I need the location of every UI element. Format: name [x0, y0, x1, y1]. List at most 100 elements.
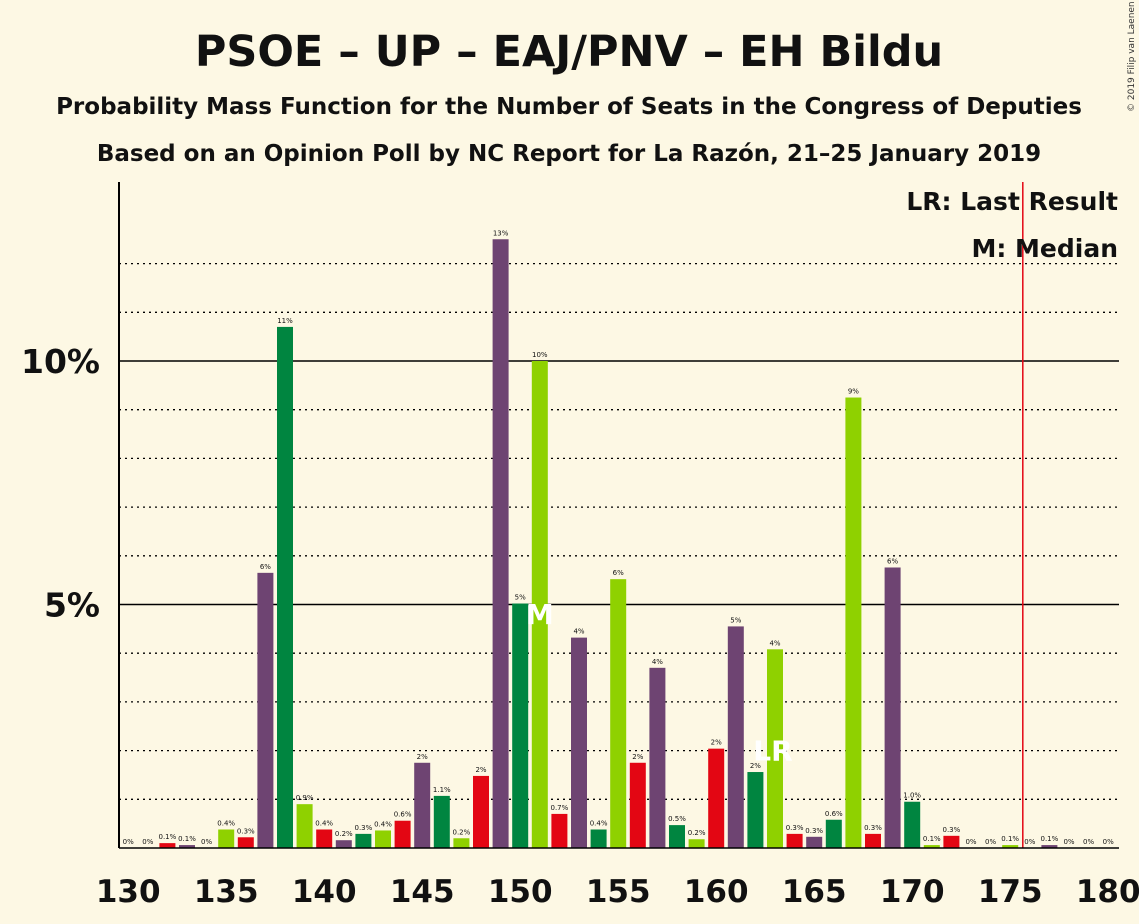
x-tick-label: 140: [292, 874, 357, 910]
bar-seats-142: [355, 833, 372, 848]
bar-seats-146: [433, 795, 450, 848]
bar-value-label: 0%: [123, 838, 134, 846]
bar-value-label: 0.1%: [159, 833, 177, 841]
bar-seats-138: [277, 326, 293, 848]
bar-value-label: 6%: [260, 563, 271, 571]
chart-title: PSOE – UP – EAJ/PNV – EH Bildu: [195, 27, 943, 77]
bar-value-label: 0.2%: [688, 829, 706, 837]
bar-value-label: 0.2%: [335, 830, 353, 838]
bar-value-label: 0.1%: [178, 835, 196, 843]
bar-seats-162: [747, 772, 764, 848]
bar-seats-143: [375, 830, 391, 848]
chart-subtitle-poll: Based on an Opinion Poll by NC Report fo…: [97, 141, 1041, 167]
bar-value-label: 0%: [201, 838, 212, 846]
bar-seats-159: [688, 839, 705, 848]
bar-seats-164: [786, 833, 803, 848]
bar-seats-141: [335, 840, 352, 848]
x-tick-label: 175: [978, 874, 1043, 910]
bar-seats-156: [629, 762, 646, 848]
bar-seats-151: [531, 361, 548, 848]
bar-value-label: 0%: [985, 838, 996, 846]
bar-value-label: 0.4%: [315, 819, 333, 827]
x-axis-ticks: 130 135 140 145 150 155 160 165 170 175 180: [96, 874, 1139, 910]
x-tick-label: 180: [1076, 874, 1139, 910]
bar-value-label: 0.4%: [590, 819, 608, 827]
bar-seats-167: [845, 397, 862, 848]
bars: [159, 239, 1058, 848]
bar-seats-163: [767, 649, 783, 848]
median-marker: M: [526, 598, 554, 631]
x-tick-label: 170: [880, 874, 945, 910]
bar-seats-153: [571, 637, 587, 848]
bar-value-label: 6%: [887, 557, 898, 565]
bar-value-label: 0.6%: [394, 811, 412, 819]
bar-value-label: 0.5%: [668, 815, 686, 823]
bar-seats-165: [806, 836, 823, 848]
bar-seats-135: [218, 829, 235, 848]
bar-value-label: 1.0%: [903, 792, 921, 800]
bar-value-label: 0.7%: [551, 804, 569, 812]
bar-value-label: 2%: [417, 753, 428, 761]
bar-seats-177: [1041, 845, 1058, 848]
bar-seats-158: [669, 825, 685, 848]
bar-value-label: 0%: [1083, 838, 1094, 846]
bar-seats-132: [159, 843, 176, 848]
bar-value-label: 0.3%: [355, 824, 373, 832]
x-tick-label: 135: [194, 874, 259, 910]
bar-seats-136: [237, 837, 254, 848]
bar-seats-161: [727, 626, 744, 848]
y-tick-label: 5%: [44, 586, 100, 625]
x-tick-label: 145: [390, 874, 455, 910]
bar-value-label: 0.3%: [786, 824, 804, 832]
x-tick-label: 165: [782, 874, 847, 910]
bar-value-labels: 0% 0%0.1% 0.1% 0%0.4%0.3%6%11%0.9%0.4%0.2%0…: [123, 229, 1114, 846]
bar-value-label: 0%: [965, 838, 976, 846]
bar-value-label: 0.1%: [1041, 835, 1059, 843]
copyright-notice: © 2019 Filip van Laenen: [1127, 1, 1137, 112]
bar-seats-160: [708, 748, 725, 848]
bar-value-label: 0.4%: [374, 820, 392, 828]
x-tick-label: 160: [684, 874, 749, 910]
last-result-marker: LR: [753, 734, 792, 767]
bar-seats-175: [1002, 845, 1019, 848]
bar-value-label: 4%: [573, 628, 584, 636]
bar-seats-144: [394, 820, 411, 848]
bar-value-label: 0%: [1063, 838, 1074, 846]
bar-seats-140: [316, 829, 333, 848]
bar-seats-170: [904, 801, 921, 848]
bar-seats-137: [257, 572, 274, 848]
bar-value-label: 6%: [613, 569, 624, 577]
legend-median: M: Median: [971, 234, 1118, 263]
bar-seats-148: [473, 775, 489, 848]
bar-value-label: 13%: [493, 229, 509, 237]
bar-seats-155: [610, 579, 627, 848]
bar-value-label: 9%: [848, 388, 859, 396]
bar-value-label: 0%: [1103, 838, 1114, 846]
bar-value-label: 1.1%: [433, 786, 451, 794]
bar-value-label: 4%: [652, 658, 663, 666]
bar-value-label: 0.3%: [237, 827, 255, 835]
bar-value-label: 0.4%: [217, 819, 235, 827]
bar-value-label: 5%: [730, 616, 741, 624]
bar-seats-168: [865, 833, 881, 848]
bar-value-label: 0.1%: [923, 835, 941, 843]
bar-value-label: 5%: [515, 594, 526, 602]
x-tick-label: 150: [488, 874, 553, 910]
bar-seats-133: [179, 845, 195, 848]
bar-value-label: 0.2%: [453, 828, 471, 836]
bar-seats-150: [512, 603, 529, 848]
bar-value-label: 2%: [475, 766, 486, 774]
legend-last-result: LR: Last Result: [906, 187, 1118, 216]
x-tick-label: 130: [96, 874, 161, 910]
chart-subtitle: Probability Mass Function for the Number…: [56, 94, 1082, 120]
bar-seats-149: [492, 239, 509, 848]
bar-value-label: 2%: [750, 762, 761, 770]
bar-value-label: 0.6%: [825, 810, 843, 818]
bar-value-label: 0%: [1024, 838, 1035, 846]
bar-seats-171: [923, 845, 940, 848]
bar-value-label: 0.3%: [864, 824, 882, 832]
bar-seats-154: [590, 829, 607, 848]
bar-seats-172: [943, 835, 960, 848]
bar-value-label: 0.3%: [943, 826, 961, 834]
